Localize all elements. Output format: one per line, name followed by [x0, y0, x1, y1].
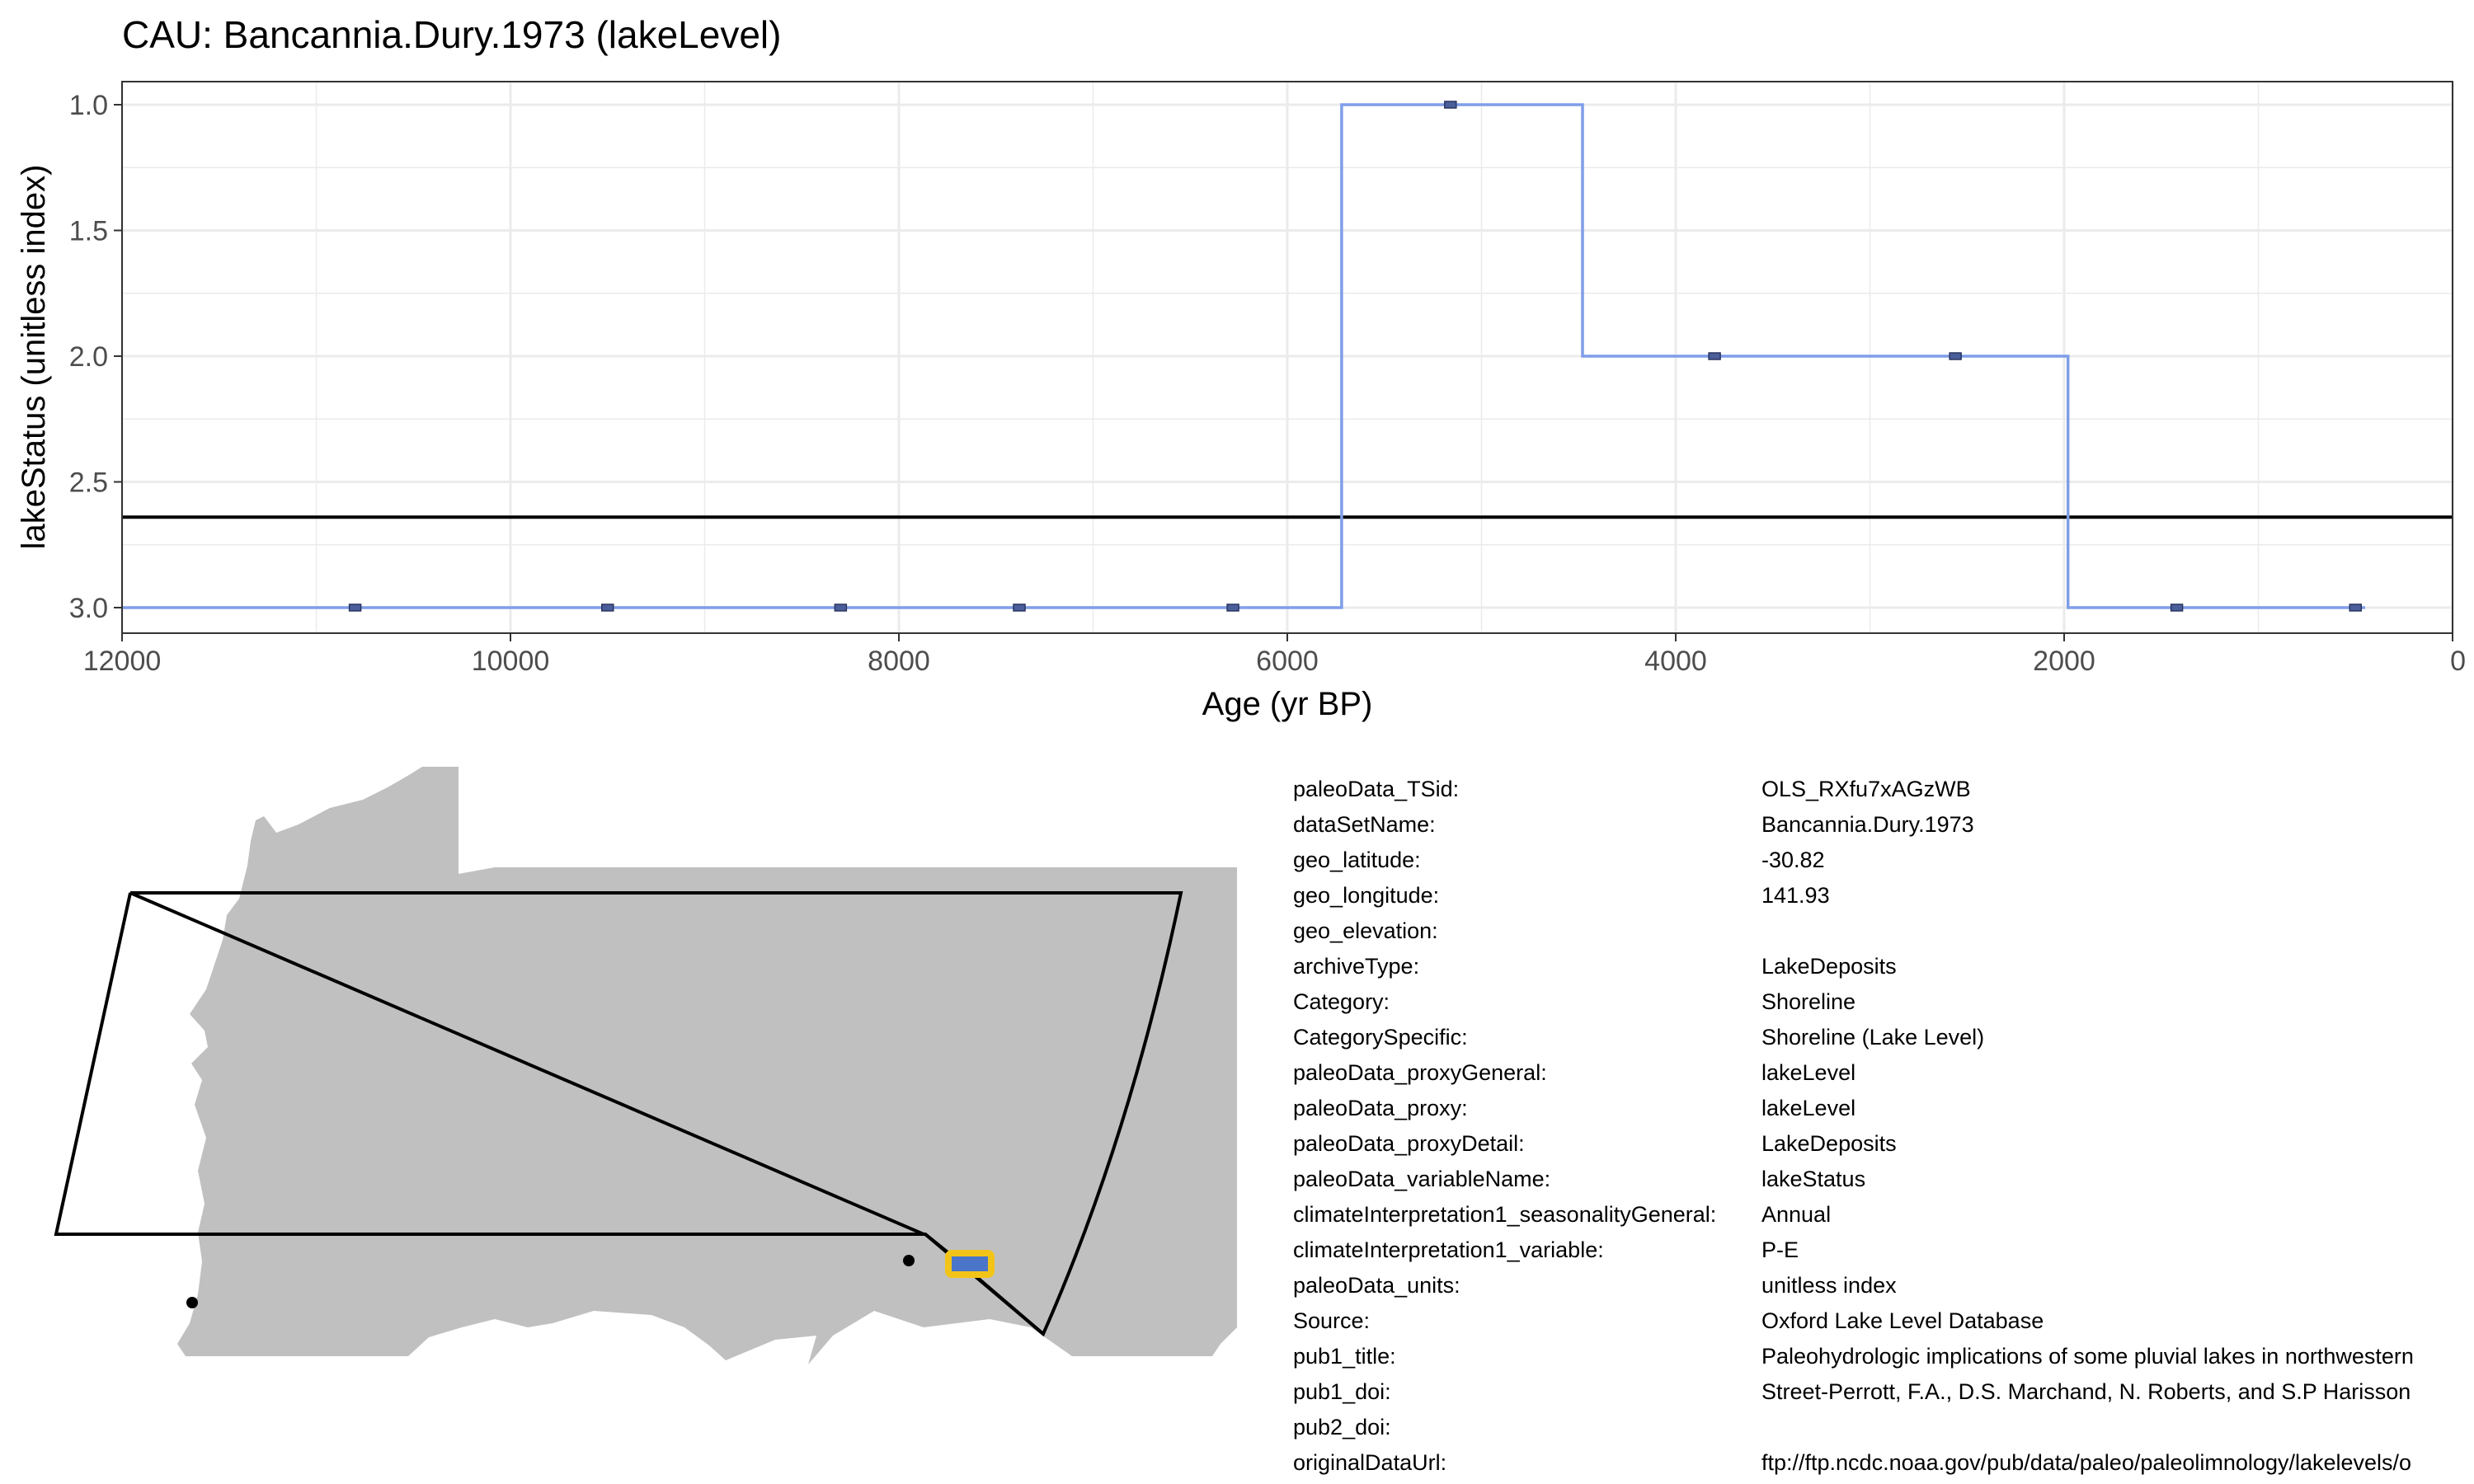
x-tick-label: 4000 — [1644, 646, 1707, 677]
metadata-value: unitless index — [1761, 1273, 1897, 1298]
metadata-value: LakeDeposits — [1761, 954, 1897, 979]
step-series-group — [122, 103, 2365, 609]
metadata-value: lakeLevel — [1761, 1096, 1856, 1120]
x-tick-label: 8000 — [868, 646, 930, 677]
metadata-value: Paleohydrologic implications of some plu… — [1761, 1344, 2414, 1369]
metadata-key: geo_latitude: — [1293, 848, 1421, 872]
metadata-key: pub2_doi: — [1293, 1415, 1391, 1439]
metadata-value: Bancannia.Dury.1973 — [1761, 812, 1974, 837]
metadata-value: Shoreline (Lake Level) — [1761, 1025, 1985, 1050]
x-tick-label: 0 — [2450, 646, 2466, 677]
data-point — [2170, 603, 2184, 612]
data-point — [1013, 603, 1026, 612]
y-axis: 1.0 1.5 2.0 2.5 3.0 — [69, 90, 122, 624]
metadata-value: lakeLevel — [1761, 1060, 1856, 1085]
y-tick-label: 2.5 — [69, 467, 108, 499]
metadata-value: Oxford Lake Level Database — [1761, 1308, 2044, 1333]
metadata-key: paleoData_proxyGeneral: — [1293, 1060, 1547, 1085]
data-point — [1226, 603, 1239, 612]
y-tick-label: 2.0 — [69, 341, 108, 373]
chart-title: CAU: Bancannia.Dury.1973 (lakeLevel) — [122, 13, 781, 56]
site-map — [54, 767, 1237, 1364]
metadata-key: CategorySpecific: — [1293, 1025, 1468, 1050]
metadata-key: geo_elevation: — [1293, 918, 1438, 943]
x-tick-label: 10000 — [472, 646, 550, 677]
step-series-line — [122, 103, 2365, 609]
x-tick-label: 6000 — [1256, 646, 1319, 677]
metadata-value: lakeStatus — [1761, 1167, 1866, 1191]
metadata-key: paleoData_proxyDetail: — [1293, 1131, 1525, 1156]
metadata-key: geo_longitude: — [1293, 883, 1440, 908]
metadata-value: P-E — [1761, 1237, 1799, 1262]
metadata-key: paleoData_TSid: — [1293, 777, 1460, 801]
metadata-table: paleoData_TSid: OLS_RXfu7xAGzWB dataSetNam… — [1293, 758, 2474, 1484]
x-tick-label: 12000 — [83, 646, 162, 677]
metadata-key: paleoData_proxy: — [1293, 1096, 1468, 1120]
data-point — [1949, 352, 1962, 360]
metadata-value: 141.93 — [1761, 883, 1830, 908]
metadata-key: originalDataUrl: — [1293, 1450, 1447, 1475]
metadata-key: paleoData_variableName: — [1293, 1167, 1551, 1191]
data-point — [348, 603, 362, 612]
data-points-group — [348, 101, 2362, 612]
metadata-key: dataSetName: — [1293, 812, 1436, 837]
data-point — [1708, 352, 1721, 360]
metadata-value: Shoreline — [1761, 989, 1856, 1014]
data-point — [601, 603, 614, 612]
metadata-value: ftp://ftp.ncdc.noaa.gov/pub/data/paleo/p… — [1761, 1450, 2412, 1475]
metadata-value: LakeDeposits — [1761, 1131, 1897, 1156]
lake-level-chart: CAU: Bancannia.Dury.1973 (lakeLevel) 120… — [16, 13, 2466, 722]
metadata-value: OLS_RXfu7xAGzWB — [1761, 777, 1971, 801]
region-outline-west — [54, 892, 1045, 1336]
y-tick-label: 3.0 — [69, 593, 108, 624]
metadata-key: pub1_doi: — [1293, 1379, 1391, 1404]
other-site-marker — [186, 1297, 198, 1308]
x-axis: 12000 10000 8000 6000 4000 2000 0 — [83, 633, 2466, 677]
metadata-key: Category: — [1293, 989, 1390, 1014]
data-point — [1444, 101, 1457, 109]
site-location-marker — [945, 1250, 995, 1278]
y-axis-label: lakeStatus (unitless index) — [16, 165, 52, 550]
metadata-key: archiveType: — [1293, 954, 1420, 979]
x-tick-label: 2000 — [2033, 646, 2095, 677]
plot-grid — [120, 82, 2454, 633]
metadata-key: pub1_title: — [1293, 1344, 1396, 1369]
metadata-value: Annual — [1761, 1202, 1832, 1227]
data-point — [834, 603, 848, 612]
metadata-value: Street-Perrott, F.A., D.S. Marchand, N. … — [1761, 1379, 2411, 1404]
metadata-key: Source: — [1293, 1308, 1371, 1333]
x-axis-label: Age (yr BP) — [1202, 686, 1373, 722]
data-point — [2349, 603, 2362, 612]
land-mass — [177, 767, 1237, 1364]
y-tick-label: 1.5 — [69, 216, 108, 247]
metadata-key: climateInterpretation1_variable: — [1293, 1237, 1604, 1262]
y-tick-label: 1.0 — [69, 90, 108, 121]
metadata-key: paleoData_units: — [1293, 1273, 1460, 1298]
metadata-value: -30.82 — [1761, 848, 1825, 872]
other-site-marker — [903, 1255, 915, 1266]
metadata-key: climateInterpretation1_seasonalityGenera… — [1293, 1202, 1717, 1227]
